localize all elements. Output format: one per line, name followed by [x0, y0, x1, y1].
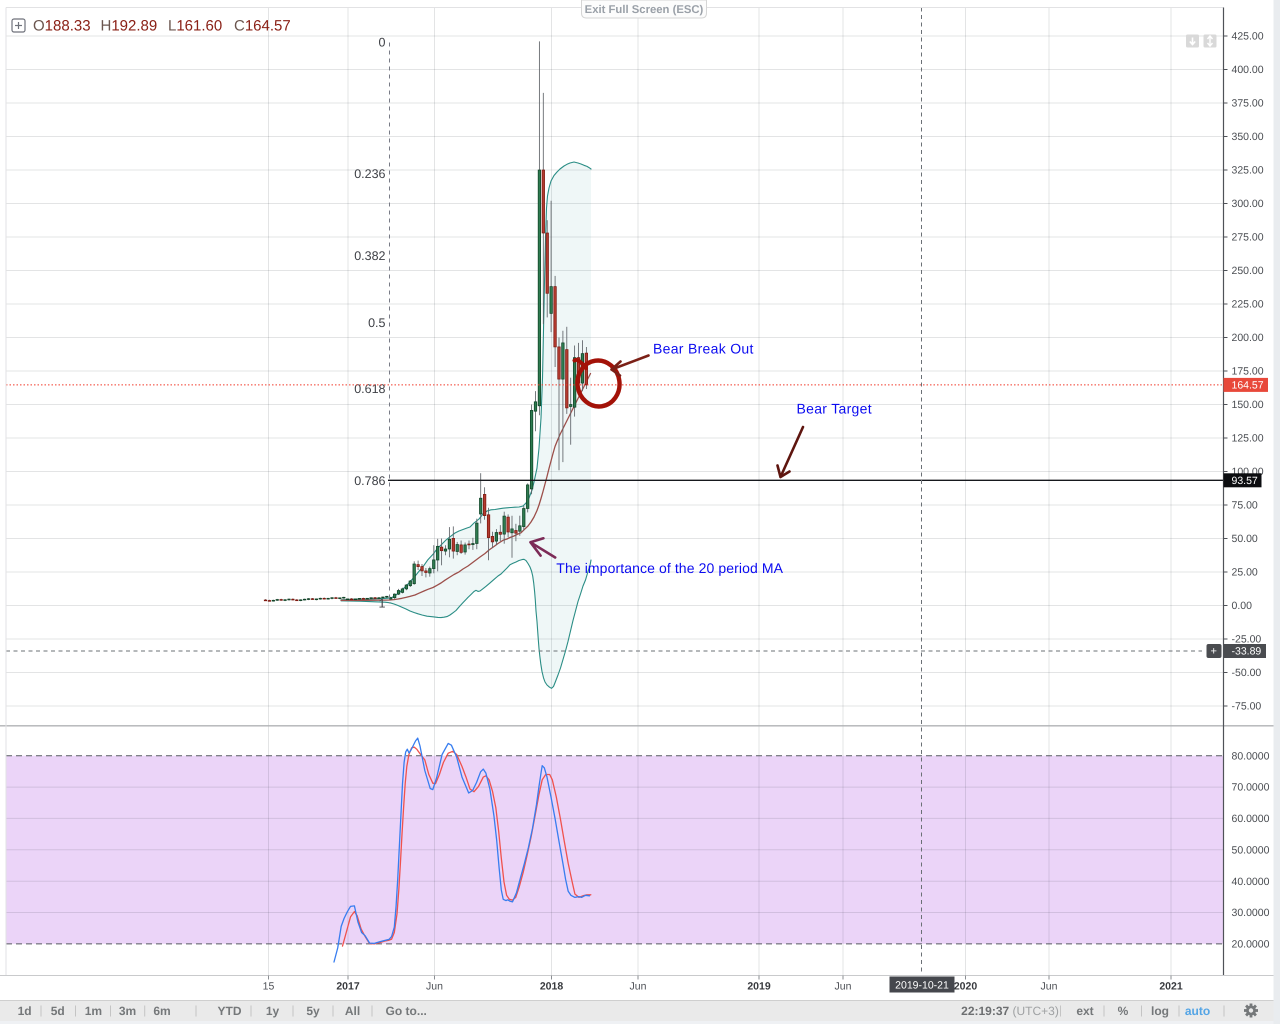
svg-text:425.00: 425.00: [1232, 31, 1264, 43]
svg-text:375.00: 375.00: [1232, 98, 1264, 110]
svg-text:150.00: 150.00: [1232, 399, 1264, 411]
svg-text:40.0000: 40.0000: [1232, 876, 1270, 888]
svg-text:+: +: [1211, 646, 1217, 658]
svg-text:2020: 2020: [954, 981, 978, 993]
svg-text:6m: 6m: [153, 1004, 170, 1018]
svg-text:25.00: 25.00: [1232, 567, 1258, 579]
svg-text:L161.60: L161.60: [168, 18, 222, 35]
svg-text:70.0000: 70.0000: [1232, 782, 1270, 794]
svg-text:0.382: 0.382: [354, 249, 385, 263]
svg-text:2017: 2017: [336, 981, 360, 993]
svg-text:2018: 2018: [540, 981, 564, 993]
svg-text:164.57: 164.57: [1232, 380, 1264, 392]
svg-text:400.00: 400.00: [1232, 64, 1264, 76]
svg-text:50.00: 50.00: [1232, 533, 1258, 545]
svg-text:-25.00: -25.00: [1232, 634, 1262, 646]
svg-text:Go to...: Go to...: [386, 1004, 427, 1018]
svg-text:300.00: 300.00: [1232, 198, 1264, 210]
svg-text:275.00: 275.00: [1232, 232, 1264, 244]
svg-text:-50.00: -50.00: [1232, 667, 1262, 679]
svg-text:Bear Break Out: Bear Break Out: [653, 341, 754, 357]
svg-text:250.00: 250.00: [1232, 265, 1264, 277]
svg-text:75.00: 75.00: [1232, 500, 1258, 512]
svg-text:All: All: [345, 1004, 360, 1018]
svg-text:0.5: 0.5: [368, 316, 385, 330]
svg-text:0.786: 0.786: [354, 474, 385, 488]
svg-text:5y: 5y: [306, 1004, 320, 1018]
svg-text:200.00: 200.00: [1232, 332, 1264, 344]
svg-text:2019-10-21: 2019-10-21: [895, 980, 949, 992]
svg-text:Jun: Jun: [835, 981, 852, 993]
svg-text:1: 1: [379, 597, 386, 611]
svg-text:Jun: Jun: [426, 981, 443, 993]
svg-text:1m: 1m: [85, 1004, 102, 1018]
svg-text:0.00: 0.00: [1232, 600, 1253, 612]
svg-text:2019: 2019: [747, 981, 771, 993]
svg-text:0.236: 0.236: [354, 167, 385, 181]
svg-text:325.00: 325.00: [1232, 165, 1264, 177]
svg-text:The importance of the 20 perio: The importance of the 20 period MA: [556, 560, 783, 576]
svg-text:0: 0: [379, 36, 386, 50]
svg-text:20.0000: 20.0000: [1232, 939, 1270, 951]
svg-text:60.0000: 60.0000: [1232, 813, 1270, 825]
svg-text:1y: 1y: [266, 1004, 280, 1018]
svg-text:C164.57: C164.57: [234, 18, 291, 35]
svg-text:log: log: [1151, 1004, 1169, 1018]
svg-text:125.00: 125.00: [1232, 433, 1264, 445]
svg-text:50.0000: 50.0000: [1232, 844, 1270, 856]
svg-text:Jun: Jun: [1041, 981, 1058, 993]
svg-text:22:19:37 (UTC+3): 22:19:37 (UTC+3): [961, 1004, 1059, 1018]
svg-text:175.00: 175.00: [1232, 366, 1264, 378]
svg-text:%: %: [1118, 1004, 1129, 1018]
svg-text:auto: auto: [1185, 1004, 1210, 1018]
svg-text:H192.89: H192.89: [101, 18, 158, 35]
svg-text:30.0000: 30.0000: [1232, 907, 1270, 919]
svg-text:Jun: Jun: [630, 981, 647, 993]
svg-text:YTD: YTD: [218, 1004, 242, 1018]
svg-text:225.00: 225.00: [1232, 299, 1264, 311]
svg-text:93.57: 93.57: [1232, 475, 1258, 487]
svg-text:-33.89: -33.89: [1232, 646, 1262, 658]
svg-text:0.618: 0.618: [354, 382, 385, 396]
svg-text:Exit Full Screen (ESC): Exit Full Screen (ESC): [585, 4, 704, 16]
svg-text:Bear Target: Bear Target: [797, 401, 872, 417]
svg-text:3m: 3m: [119, 1004, 136, 1018]
svg-text:-75.00: -75.00: [1232, 701, 1262, 713]
svg-text:O188.33: O188.33: [33, 18, 91, 35]
svg-text:ext: ext: [1076, 1004, 1093, 1018]
svg-text:5d: 5d: [51, 1004, 65, 1018]
svg-text:350.00: 350.00: [1232, 131, 1264, 143]
svg-text:2021: 2021: [1159, 981, 1183, 993]
svg-text:1d: 1d: [18, 1004, 32, 1018]
svg-text:15: 15: [263, 981, 275, 993]
svg-text:80.0000: 80.0000: [1232, 750, 1270, 762]
